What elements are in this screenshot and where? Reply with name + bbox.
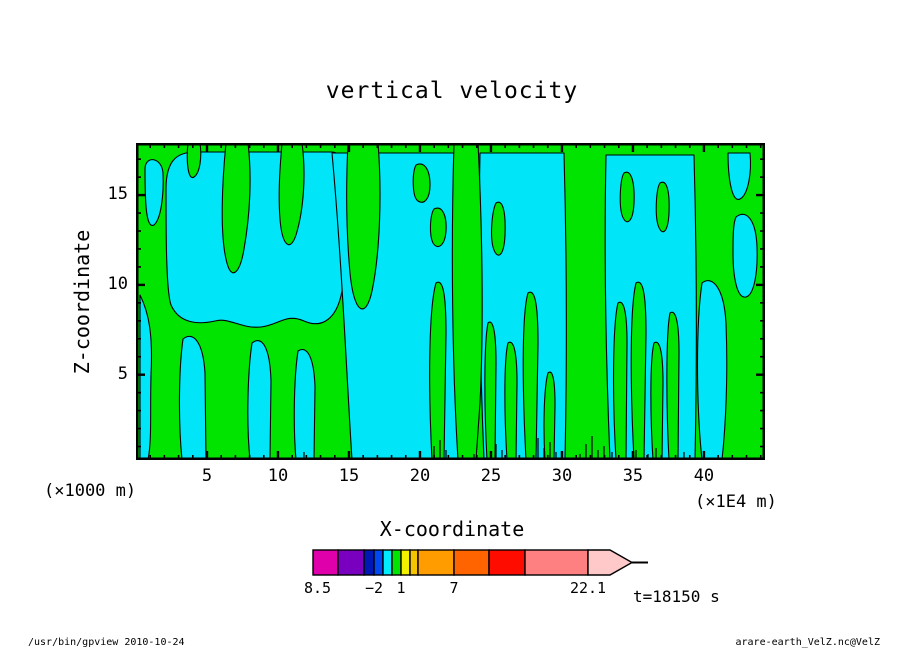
colorbar-label: 1	[396, 579, 405, 597]
field-negative-band	[727, 152, 752, 200]
x-tick-label: 20	[409, 466, 431, 486]
colorbar-segment	[337, 549, 365, 576]
colorbar-segment	[409, 549, 419, 576]
time-label: t=18150 s	[633, 587, 720, 606]
field-positive-band	[655, 181, 670, 233]
plot-frame	[136, 143, 765, 460]
footer-command-date: /usr/bin/gpview 2010-10-24	[28, 637, 185, 648]
field-positive-band	[543, 371, 556, 460]
x-tick-label: 30	[551, 466, 573, 486]
colorbar-segment	[524, 549, 589, 576]
colorbar-segment	[417, 549, 455, 576]
field-positive-band	[451, 143, 483, 460]
x-tick-label: 15	[338, 466, 360, 486]
footer-file-variable: arare-earth_VelZ.nc@VelZ	[735, 637, 881, 648]
x-tick-label: 35	[622, 466, 644, 486]
colorbar-label: −2	[365, 579, 383, 597]
x-tick-label: 10	[267, 466, 289, 486]
field-negative-band	[178, 335, 207, 460]
colorbar-label: 22.1	[570, 579, 606, 597]
colorbar-segment	[373, 549, 384, 576]
field-positive-band	[484, 321, 497, 460]
contour-plot	[136, 143, 765, 460]
x-tick-label: 40	[693, 466, 715, 486]
field-positive-band	[612, 301, 628, 460]
field-positive-band	[619, 171, 635, 223]
z-axis-unit: (×1000 m)	[44, 481, 137, 501]
field-positive-band	[412, 163, 431, 203]
colorbar: −8.5 −2 1 7 22.1	[305, 549, 648, 597]
colorbar-label: −8.5	[305, 579, 331, 597]
field-negative-band	[696, 280, 728, 460]
field-positive-band	[522, 291, 539, 460]
field-positive-band	[186, 143, 202, 178]
field-positive-band	[504, 341, 518, 460]
field-negative-band	[144, 159, 164, 226]
x-axis-unit: (×1E4 m)	[695, 492, 777, 512]
y-tick-label: 15	[107, 184, 128, 205]
colorbar-segment	[312, 549, 339, 576]
colorbar-overflow-arrow	[587, 549, 634, 576]
field-positive-band	[429, 281, 447, 460]
field-positive-band	[666, 311, 680, 460]
y-axis-label: Z-coordinate	[70, 229, 94, 375]
colorbar-label: 7	[449, 579, 458, 597]
y-tick-label: 5	[117, 363, 128, 384]
colorbar-segment	[400, 549, 411, 576]
field-negative-band	[293, 349, 316, 460]
field-negative-band	[247, 340, 272, 460]
y-tick-label: 10	[107, 273, 128, 294]
field-negative-band	[139, 294, 153, 460]
plot-title: vertical velocity	[325, 78, 579, 104]
colorbar-segment	[382, 549, 393, 576]
colorbar-segment	[391, 549, 402, 576]
field-positive-band	[278, 143, 305, 246]
field-positive-band	[221, 143, 251, 274]
colorbar-segment	[488, 549, 526, 576]
x-axis-label: X-coordinate	[379, 517, 525, 541]
field-positive-band	[650, 341, 664, 460]
field-positive-band	[630, 281, 647, 460]
x-tick-label: 5	[201, 466, 213, 486]
field-negative-band	[165, 151, 347, 328]
colorbar-segment	[453, 549, 490, 576]
field-positive-band	[491, 201, 506, 256]
x-tick-label: 25	[480, 466, 502, 486]
field-negative-band	[732, 213, 758, 298]
field-positive-band	[429, 207, 447, 248]
field-positive-band	[346, 143, 381, 310]
colorbar-segment	[363, 549, 375, 576]
